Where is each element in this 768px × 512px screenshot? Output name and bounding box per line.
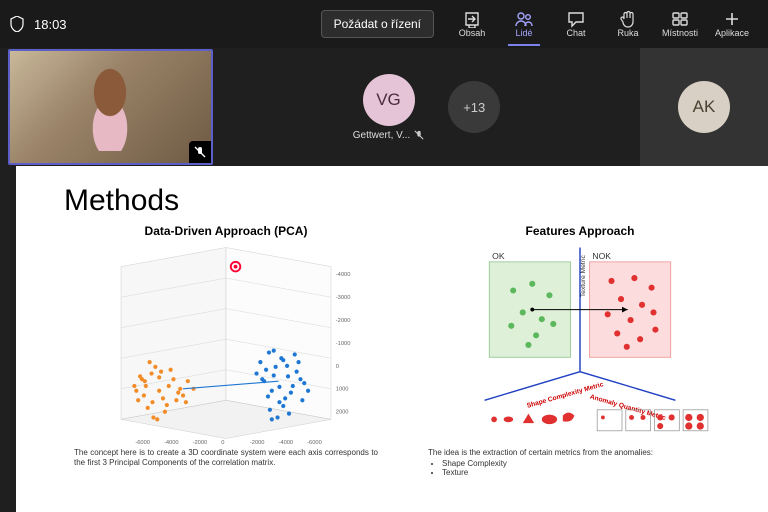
- hand-icon: [619, 10, 637, 28]
- people-icon: [515, 10, 533, 28]
- svg-text:-1000: -1000: [336, 341, 351, 347]
- slide-right-column: Features Approach Texture Metric OK NOK Sha…: [418, 224, 742, 477]
- svg-text:-4000: -4000: [336, 272, 351, 278]
- toolbar-rooms[interactable]: Místnosti: [654, 0, 706, 48]
- overflow-participants[interactable]: +13: [448, 81, 500, 133]
- svg-text:NOK: NOK: [592, 251, 611, 261]
- toolbar-plus[interactable]: Aplikace: [706, 0, 758, 48]
- chat-icon: [567, 10, 585, 28]
- svg-text:1000: 1000: [336, 387, 349, 393]
- toolbar-share[interactable]: Obsah: [446, 0, 498, 48]
- request-control-button[interactable]: Požádat o řízení: [321, 10, 434, 38]
- features-diagram: Texture MetricOKNOKShape Complexity Metr…: [418, 238, 742, 448]
- participant-vg[interactable]: VG Gettwert, V...: [353, 74, 424, 141]
- left-caption: The concept here is to create a 3D coord…: [64, 448, 388, 469]
- active-speaker-tile[interactable]: [8, 49, 213, 165]
- svg-text:Texture Metric: Texture Metric: [580, 255, 587, 298]
- pca-3d-scatter: -4000 -3000 -2000 -1000 0 1000 2000 -6000 -4000 -…: [64, 238, 388, 448]
- privacy-shield-icon: [10, 16, 24, 32]
- right-heading: Features Approach: [418, 224, 742, 238]
- toolbar-hand[interactable]: Ruka: [602, 0, 654, 48]
- meeting-toolbar: ObsahLidéChatRukaMístnostiAplikace: [446, 0, 758, 48]
- left-heading: Data-Driven Approach (PCA): [64, 224, 388, 238]
- svg-text:-4000: -4000: [279, 440, 294, 446]
- slide-left-column: Data-Driven Approach (PCA) -4000 -3000 -20…: [64, 224, 388, 477]
- svg-text:-2000: -2000: [336, 318, 351, 324]
- svg-text:2000: 2000: [336, 410, 349, 416]
- toolbar-chat[interactable]: Chat: [550, 0, 602, 48]
- rooms-icon: [671, 10, 689, 28]
- shared-slide: Methods Data-Driven Approach (PCA) -4000…: [16, 166, 768, 512]
- bullet-item: Texture: [442, 468, 732, 477]
- svg-text:OK: OK: [492, 251, 505, 261]
- participants-strip: VG Gettwert, V... +13 AK: [0, 48, 768, 166]
- speaker-video: [70, 61, 150, 151]
- toolbar-people[interactable]: Lidé: [498, 0, 550, 48]
- svg-text:-6000: -6000: [307, 440, 322, 446]
- svg-text:0: 0: [221, 440, 224, 446]
- svg-text:0: 0: [336, 364, 339, 370]
- share-icon: [463, 10, 481, 28]
- svg-text:Anomaly Quantity Metric: Anomaly Quantity Metric: [589, 394, 667, 422]
- plus-icon: [723, 10, 741, 28]
- participant-ak-tile[interactable]: AK: [640, 48, 768, 166]
- bullet-item: Shape Complexity: [442, 459, 732, 468]
- svg-text:-4000: -4000: [164, 440, 179, 446]
- svg-text:-2000: -2000: [193, 440, 208, 446]
- svg-text:-6000: -6000: [135, 440, 150, 446]
- slide-title: Methods: [64, 184, 742, 218]
- avatar: AK: [678, 81, 730, 133]
- svg-text:-2000: -2000: [250, 440, 265, 446]
- avatar: VG: [363, 74, 415, 126]
- meeting-topbar: 18:03 Požádat o řízení ObsahLidéChatRuka…: [0, 0, 768, 48]
- svg-text:-3000: -3000: [336, 295, 351, 301]
- mic-muted-icon: [189, 141, 211, 163]
- right-caption-block: The idea is the extraction of certain me…: [418, 448, 742, 477]
- meeting-time: 18:03: [34, 17, 67, 32]
- participant-name: Gettwert, V...: [353, 130, 424, 141]
